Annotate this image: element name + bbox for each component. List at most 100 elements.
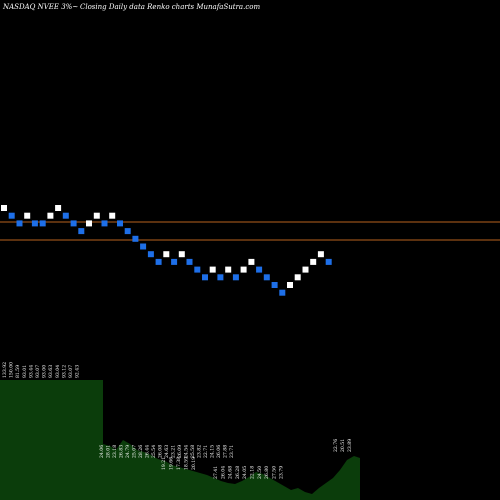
- renko-brick-down: [186, 258, 193, 265]
- volume-label: 24.63: [164, 445, 170, 458]
- renko-brick-up: [24, 212, 31, 219]
- volume-labels: 133.92 150.00 81.59 93.01 93.44 93.07 93.00 93.…: [2, 362, 353, 479]
- volume-label: 20.19: [191, 457, 197, 470]
- renko-brick-up: [55, 205, 62, 211]
- volume-label: 22.71: [203, 445, 209, 458]
- volume-label: 26.09: [177, 445, 183, 458]
- volume-label: 133.92: [2, 362, 8, 378]
- renko-brick-down: [101, 220, 108, 227]
- volume-label: 24.06: [99, 445, 105, 458]
- renko-brick-up: [225, 266, 232, 273]
- renko-brick-down: [16, 220, 23, 227]
- volume-label: 22.76: [333, 439, 339, 452]
- volume-label: 93.04: [55, 365, 61, 378]
- volume-label: 92.43: [75, 365, 81, 378]
- volume-label: 23.21: [171, 445, 177, 458]
- volume-label: 25.54: [151, 445, 157, 458]
- renko-brick-up: [248, 258, 255, 265]
- renko-brick-down: [70, 220, 77, 227]
- renko-brick-down: [263, 274, 270, 281]
- renko-brick-down: [202, 274, 208, 281]
- volume-label: 26.28: [235, 466, 241, 479]
- renko-brick-up: [93, 212, 100, 219]
- renko-brick-up: [163, 251, 170, 258]
- renko-brick-up: [47, 212, 54, 219]
- volume-fill: [0, 380, 360, 500]
- volume-label: 28.01: [106, 445, 112, 458]
- renko-brick-down: [256, 266, 263, 273]
- renko-brick-down: [325, 258, 332, 265]
- renko-bricks: [1, 205, 332, 296]
- volume-label: 23.79: [279, 466, 285, 479]
- renko-brick-down: [8, 212, 15, 219]
- renko-brick-up: [1, 205, 7, 211]
- volume-label: 17.38: [176, 457, 182, 470]
- volume-label: 93.07: [68, 365, 74, 378]
- renko-brick-down: [171, 258, 178, 265]
- volume-label: 93.63: [48, 365, 54, 378]
- volume-label: 26.08: [158, 445, 164, 458]
- volume-label: 20.51: [340, 439, 346, 452]
- renko-brick-up: [287, 282, 293, 288]
- renko-brick-down: [147, 251, 154, 258]
- volume-label: 26.80: [264, 466, 270, 479]
- volume-label: 27.50: [271, 466, 277, 479]
- renko-brick-down: [39, 220, 46, 227]
- volume-label: 24.05: [242, 466, 248, 479]
- renko-brick-up: [240, 266, 247, 273]
- volume-label: 26.83: [119, 445, 125, 458]
- volume-label: 19.21: [161, 457, 167, 470]
- volume-label: 23.89: [347, 439, 353, 452]
- renko-brick-down: [62, 212, 69, 219]
- renko-brick-up: [178, 251, 185, 258]
- renko-brick-down: [217, 274, 224, 281]
- chart-description: Closing Daily data Renko charts MunafaSu…: [80, 3, 260, 11]
- renko-brick-up: [310, 258, 317, 265]
- volume-label: 24.15: [210, 445, 216, 458]
- renko-brick-down: [194, 266, 201, 273]
- renko-brick-up: [86, 220, 92, 227]
- renko-brick-up: [294, 274, 301, 281]
- volume-label: 23.71: [229, 445, 235, 458]
- volume-label: 19.66: [169, 457, 175, 470]
- volume-area: [0, 380, 360, 500]
- renko-brick-up: [109, 212, 116, 219]
- volume-label: 24.50: [257, 466, 263, 479]
- renko-brick-down: [132, 235, 139, 242]
- volume-label: 93.01: [22, 365, 28, 378]
- volume-label: 93.00: [42, 365, 48, 378]
- chart-ticker: NASDAQ NVEE 3%~: [2, 3, 78, 11]
- volume-label: 25.58: [190, 445, 196, 458]
- volume-label: 93.12: [61, 365, 67, 378]
- volume-label: 23.82: [197, 445, 203, 458]
- renko-brick-down: [271, 282, 278, 288]
- renko-brick-down: [31, 220, 38, 227]
- renko-brick-down: [140, 243, 147, 250]
- volume-label: 27.88: [223, 445, 229, 458]
- renko-brick-down: [232, 274, 239, 281]
- volume-label: 150.00: [9, 362, 15, 378]
- renko-brick-down: [78, 228, 85, 235]
- reference-lines: [0, 221, 500, 241]
- volume-label: 81.59: [15, 365, 21, 378]
- renko-brick-down: [124, 228, 131, 235]
- volume-label: 26.04: [220, 466, 226, 479]
- renko-brick-down: [155, 258, 162, 265]
- volume-label: 26.44: [145, 445, 151, 458]
- volume-label: 18.59: [184, 457, 190, 470]
- volume-label: 24.79: [125, 445, 131, 458]
- volume-label: 93.07: [35, 365, 41, 378]
- volume-label: 24.68: [228, 466, 234, 479]
- renko-brick-up: [317, 251, 324, 258]
- renko-brick-down: [279, 289, 286, 296]
- volume-label: 27.41: [213, 466, 219, 479]
- volume-label: 25.07: [132, 445, 138, 458]
- volume-label: 93.44: [28, 365, 34, 378]
- volume-label: 23.18: [112, 445, 118, 458]
- volume-label: 26.06: [216, 445, 222, 458]
- renko-brick-down: [117, 220, 123, 227]
- volume-label: 28.26: [138, 445, 144, 458]
- renko-brick-up: [302, 266, 309, 273]
